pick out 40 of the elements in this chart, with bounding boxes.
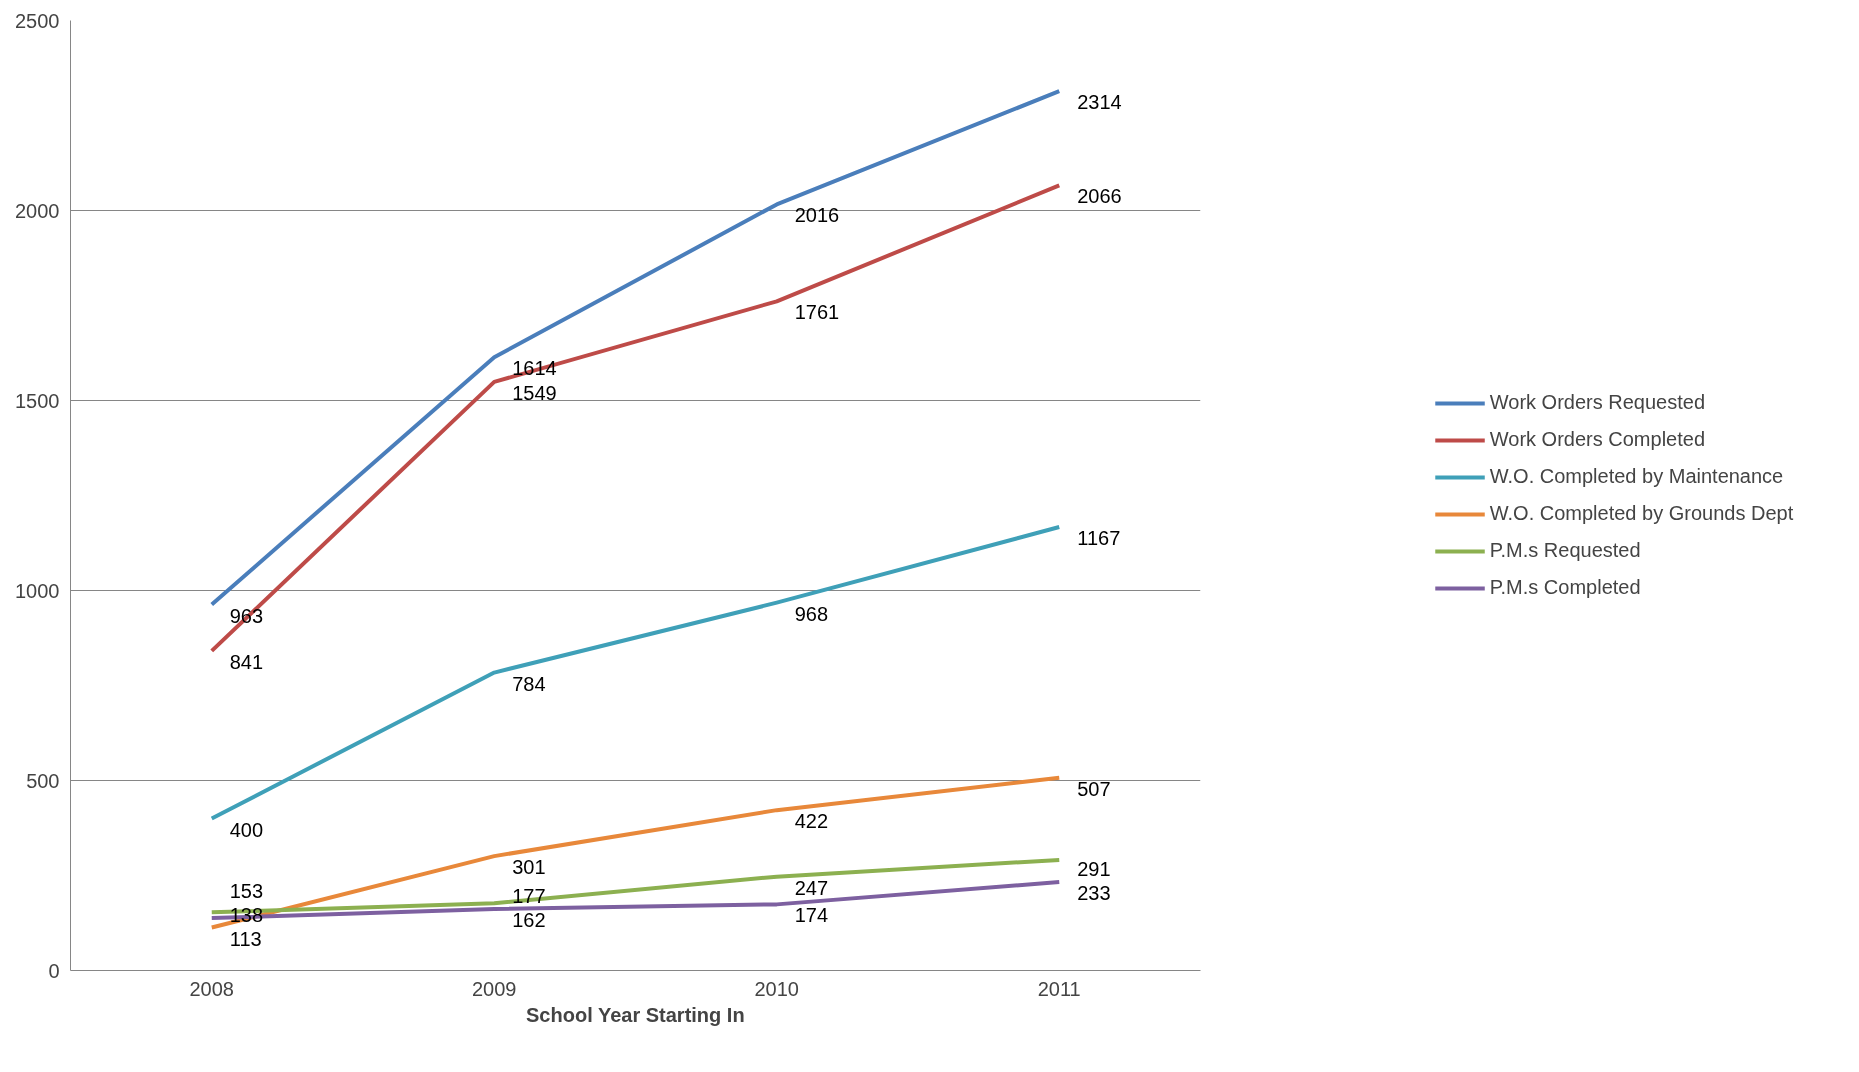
legend-label: P.M.s Requested: [1489, 539, 1641, 562]
legend-label: Work Orders Requested: [1489, 391, 1706, 414]
y-tick-label: 0: [48, 959, 60, 982]
data-label: 153: [229, 879, 264, 902]
data-label: 1167: [1077, 527, 1121, 550]
x-tick-label: 2011: [1037, 977, 1081, 1000]
data-label: 784: [512, 672, 546, 695]
x-axis-title: School Year Starting In: [526, 1003, 745, 1026]
x-tick-label: 2010: [754, 977, 799, 1000]
data-label: 2066: [1077, 185, 1122, 208]
data-label: 162: [512, 908, 546, 931]
x-tick-label: 2008: [189, 977, 234, 1000]
data-label: 1761: [794, 301, 840, 324]
legend-label: P.M.s Completed: [1489, 576, 1641, 599]
data-label: 247: [794, 876, 829, 899]
data-label: 2016: [794, 204, 840, 227]
y-tick-label: 1500: [15, 389, 60, 412]
y-tick-label: 1000: [15, 579, 60, 602]
data-label: 233: [1077, 881, 1111, 904]
legend-label: Work Orders Completed: [1489, 428, 1706, 451]
y-tick-label: 2000: [15, 199, 60, 222]
data-label: 422: [794, 810, 829, 833]
data-label: 968: [794, 602, 829, 625]
y-tick-label: 500: [26, 769, 60, 792]
data-label: 507: [1077, 777, 1111, 800]
y-tick-label: 2500: [15, 9, 60, 32]
x-tick-label: 2009: [472, 977, 517, 1000]
data-label: 291: [1077, 857, 1111, 880]
legend-label: W.O. Completed by Maintenance: [1489, 465, 1784, 488]
line-series: [209, 183, 1062, 653]
line-series: [209, 89, 1062, 607]
legend-label: W.O. Completed by Grounds Dept: [1489, 502, 1794, 525]
data-label: 400: [229, 818, 264, 841]
data-label: 2314: [1077, 91, 1122, 114]
data-label: 841: [229, 650, 264, 673]
line-series: [209, 775, 1062, 930]
data-label: 301: [512, 856, 546, 879]
data-label: 113: [229, 927, 262, 950]
data-label: 1549: [512, 381, 557, 404]
data-label: 174: [794, 904, 829, 927]
